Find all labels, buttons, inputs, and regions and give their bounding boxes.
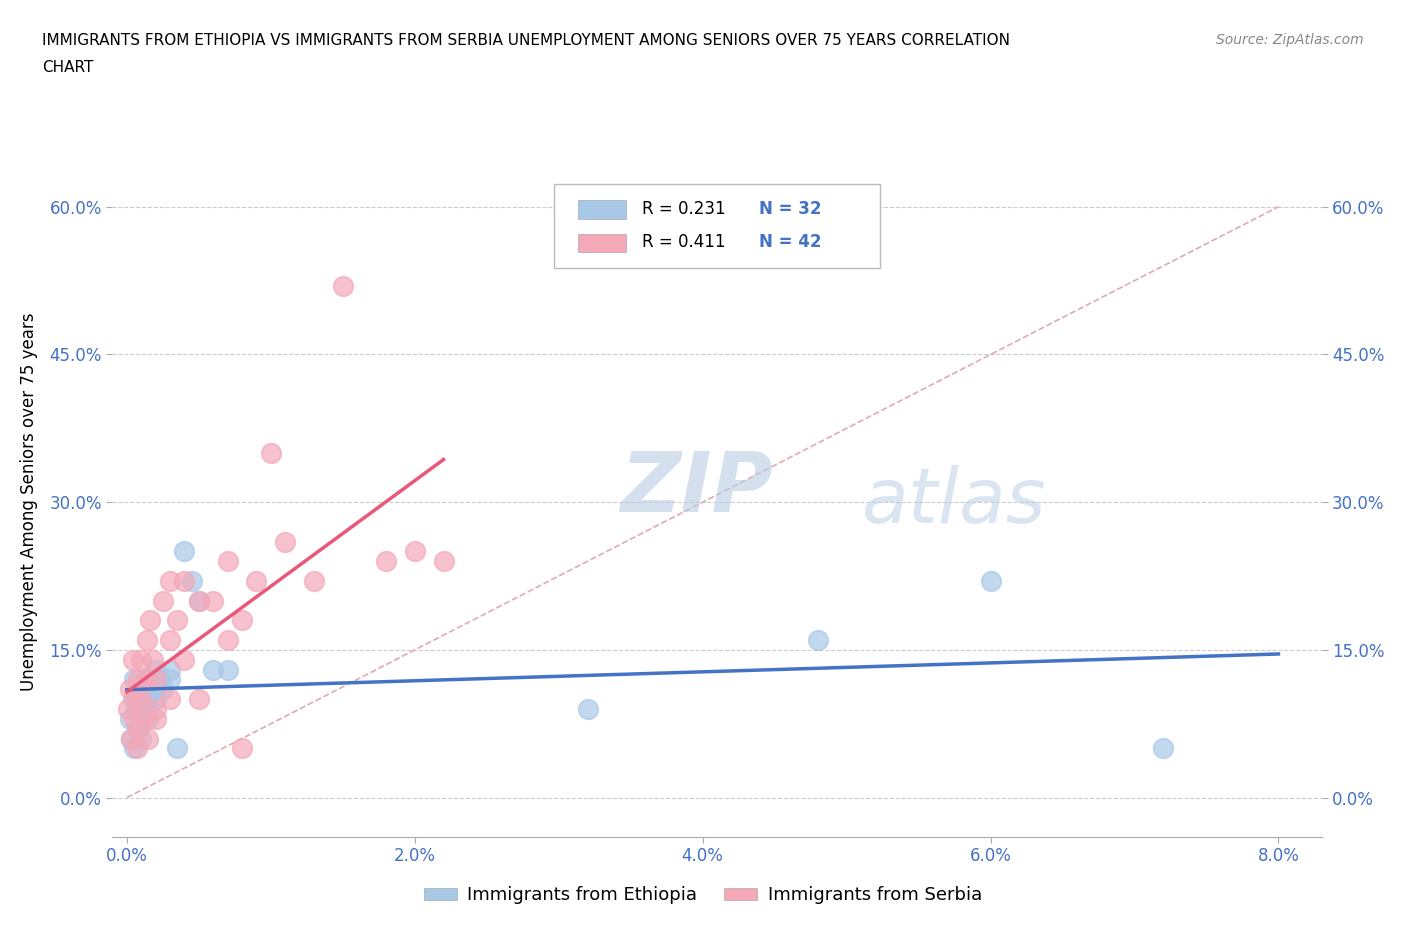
Point (129, 731, 152, 746)
Point (231, 613, 253, 628)
Text: R = 0.231: R = 0.231 (643, 200, 725, 218)
FancyBboxPatch shape (578, 200, 626, 219)
Point (129, 692, 152, 707)
Point (142, 652, 165, 667)
Point (122, 672, 145, 687)
Legend: Immigrants from Ethiopia, Immigrants from Serbia: Immigrants from Ethiopia, Immigrants fro… (416, 879, 990, 911)
Point (274, 534, 297, 549)
Point (145, 701, 167, 716)
Point (118, 682, 141, 697)
Point (202, 662, 225, 677)
Text: Source: ZipAtlas.com: Source: ZipAtlas.com (1216, 33, 1364, 46)
Point (166, 741, 188, 756)
Point (135, 672, 157, 687)
Text: R = 0.411: R = 0.411 (643, 233, 725, 251)
Point (1152, 741, 1174, 756)
Point (302, 574, 325, 589)
Point (120, 731, 142, 746)
Point (138, 731, 160, 746)
Point (159, 692, 181, 707)
Point (576, 701, 599, 716)
Point (202, 593, 225, 608)
Point (118, 711, 141, 726)
Point (145, 662, 167, 677)
Point (187, 593, 209, 608)
Point (375, 554, 398, 569)
Point (187, 692, 209, 707)
Point (122, 711, 145, 726)
FancyBboxPatch shape (554, 184, 880, 268)
Point (145, 711, 167, 726)
Point (134, 711, 156, 726)
Point (260, 445, 283, 460)
Point (245, 574, 267, 589)
Point (807, 632, 830, 647)
Point (135, 672, 157, 687)
Point (127, 672, 149, 687)
Point (173, 544, 195, 559)
Point (159, 632, 181, 647)
FancyBboxPatch shape (578, 233, 626, 252)
Text: N = 42: N = 42 (759, 233, 823, 251)
Point (139, 613, 162, 628)
Text: CHART: CHART (42, 60, 94, 75)
Point (145, 692, 167, 707)
Point (117, 701, 139, 716)
Point (127, 682, 149, 697)
Point (173, 574, 195, 589)
Point (121, 652, 143, 667)
Point (187, 593, 209, 608)
Point (145, 672, 167, 687)
Point (125, 722, 148, 737)
Point (138, 711, 160, 726)
Point (120, 731, 142, 746)
Point (980, 574, 1002, 589)
Point (129, 692, 152, 707)
Point (127, 722, 149, 737)
Point (166, 613, 188, 628)
Y-axis label: Unemployment Among Seniors over 75 years: Unemployment Among Seniors over 75 years (21, 313, 38, 691)
Point (138, 692, 160, 707)
Point (217, 632, 239, 647)
Point (332, 278, 354, 293)
Point (148, 672, 170, 687)
Point (231, 741, 253, 756)
Text: N = 32: N = 32 (759, 200, 823, 218)
Text: IMMIGRANTS FROM ETHIOPIA VS IMMIGRANTS FROM SERBIA UNEMPLOYMENT AMONG SENIORS OV: IMMIGRANTS FROM ETHIOPIA VS IMMIGRANTS F… (42, 33, 1010, 47)
Point (159, 574, 181, 589)
Point (125, 741, 148, 756)
Point (124, 692, 146, 707)
Point (152, 682, 174, 697)
Point (122, 741, 145, 756)
Point (404, 544, 426, 559)
Point (121, 692, 143, 707)
Point (129, 652, 152, 667)
Point (124, 701, 146, 716)
Point (159, 672, 181, 687)
Point (173, 652, 195, 667)
Point (142, 682, 165, 697)
Point (159, 662, 181, 677)
Text: ZIP: ZIP (620, 448, 773, 529)
Point (217, 554, 239, 569)
Point (134, 701, 156, 716)
Point (128, 711, 150, 726)
Point (136, 632, 159, 647)
Point (217, 662, 239, 677)
Text: atlas: atlas (862, 465, 1046, 539)
Point (152, 593, 174, 608)
Point (180, 574, 202, 589)
Point (432, 554, 454, 569)
